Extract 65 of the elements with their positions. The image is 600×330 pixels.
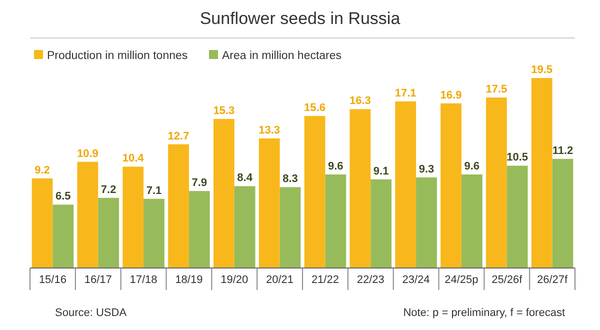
bar [350,109,371,268]
x-tick-label: 19/20 [220,274,248,286]
x-tick-label: 26/27f [536,274,569,286]
bar [461,174,482,268]
bar [188,191,210,268]
data-label: 9.6 [464,160,480,172]
bar [395,101,416,268]
data-label: 9.1 [373,165,389,178]
bar [486,97,507,268]
data-label: 16.9 [440,89,462,102]
bar [168,144,189,268]
bar [122,166,144,268]
bar [325,174,346,268]
data-label: 7.1 [146,184,162,197]
x-tick-label: 17/18 [130,274,158,286]
bar [280,187,301,268]
x-tick-label: 15/16 [38,274,66,286]
data-label: 9.6 [328,160,344,172]
chart-title: Sunflower seeds in Russia [200,9,401,28]
bar [144,198,164,268]
x-tick-label: 22/23 [356,274,384,286]
data-label: 19.5 [531,64,553,76]
data-label: 12.7 [168,130,190,142]
bar [98,198,120,268]
data-label: 7.9 [192,177,208,190]
bar [370,179,392,268]
data-label: 10.5 [506,152,528,164]
data-label: 17.1 [394,87,416,100]
x-tick-label: 20/21 [266,274,294,286]
data-label: 8.3 [282,173,298,186]
data-label: 16.3 [349,95,371,108]
data-label: 15.6 [304,102,326,114]
bar [552,158,574,268]
data-label: 15.3 [213,104,235,117]
bar [531,78,552,268]
bar [234,186,256,268]
data-label: 8.4 [237,172,254,184]
x-tick-label: 21/22 [311,274,339,286]
bar [304,116,326,268]
bar [32,178,53,268]
bar [52,204,74,268]
bar [506,166,528,268]
x-tick-label: 18/19 [175,274,203,286]
x-tick-label: 24/25p [444,274,478,286]
data-label: 9.3 [418,163,434,176]
data-label: 17.5 [486,83,508,96]
source-note: Source: USDA [55,307,128,319]
bar [258,138,280,268]
x-tick-label: 16/17 [84,274,112,286]
x-tick-label: 23/24 [402,274,430,286]
data-label: 10.9 [76,148,98,160]
legend-label: Area in million hectares [222,50,342,62]
x-tick-label: 25/26f [492,274,524,286]
data-label: 11.2 [552,144,574,157]
bar [416,177,437,268]
bar [213,118,234,268]
legend-label: Production in million tonnes [47,50,188,62]
bar [77,162,98,268]
data-label: 7.2 [100,184,116,196]
text: Note: p = preliminary, f = forecast [403,307,565,319]
bar [440,103,462,268]
data-label: 9.2 [34,164,50,176]
data-label: 13.3 [258,124,280,136]
data-label: 10.4 [122,152,145,165]
data-label: 6.5 [56,190,71,203]
